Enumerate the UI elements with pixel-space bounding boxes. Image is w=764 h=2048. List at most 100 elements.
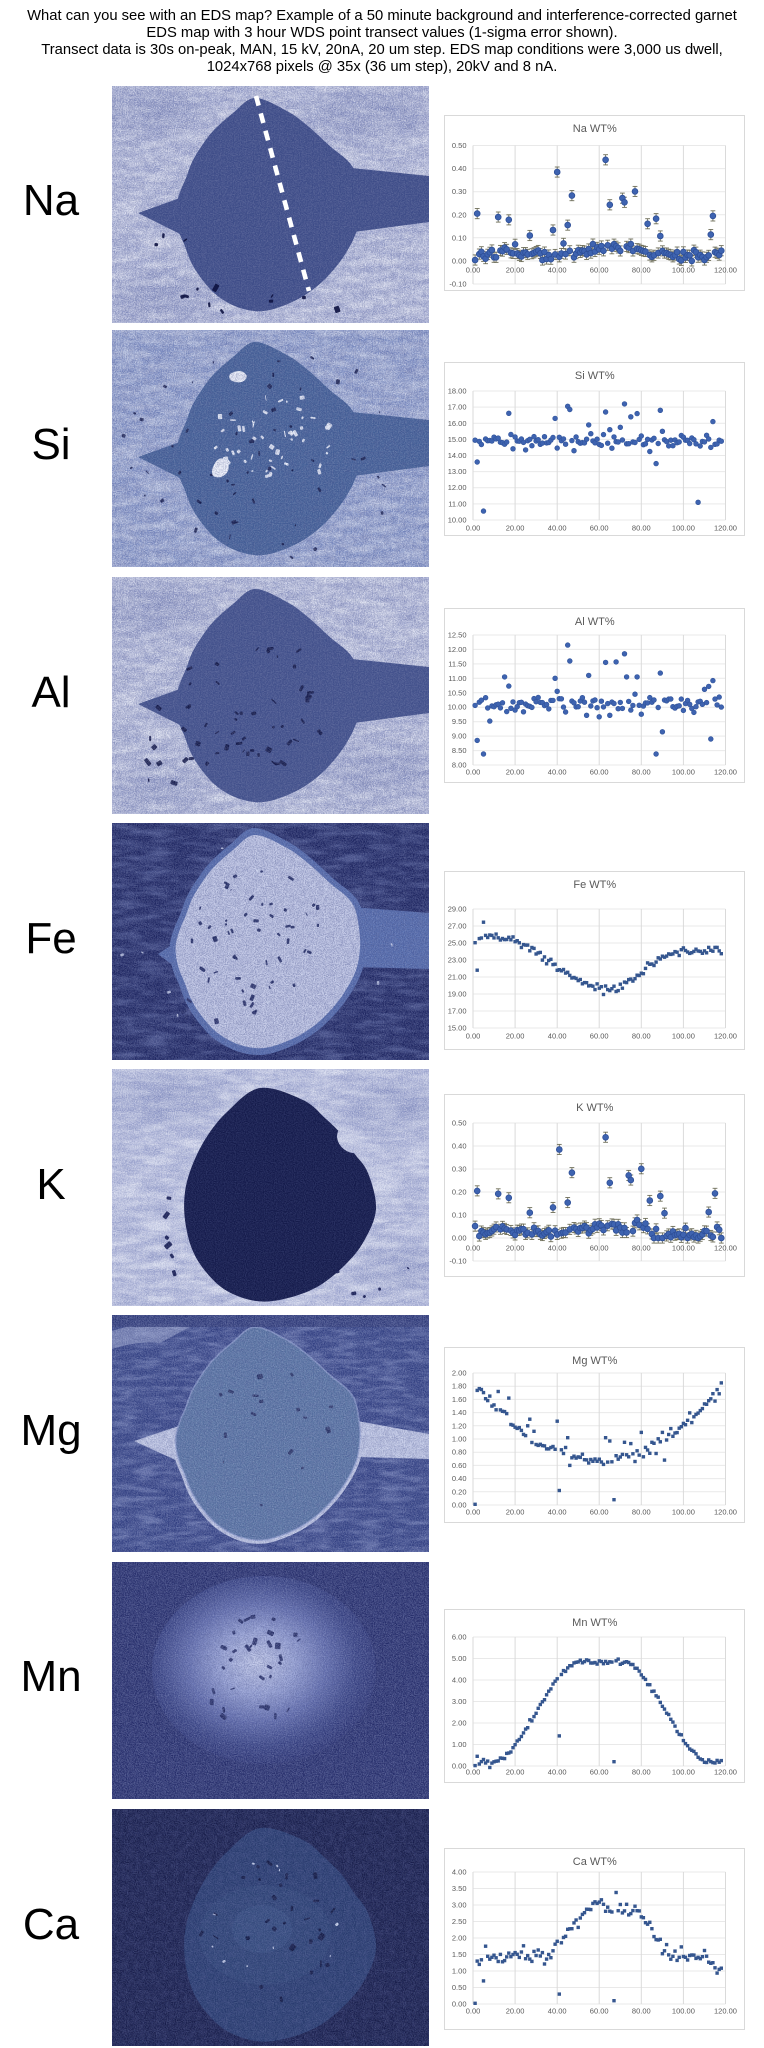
svg-text:0.10: 0.10 xyxy=(451,1211,466,1220)
svg-text:80.00: 80.00 xyxy=(631,1508,650,1517)
svg-text:1.40: 1.40 xyxy=(451,1408,466,1417)
svg-text:120.00: 120.00 xyxy=(714,1768,737,1777)
svg-text:20.00: 20.00 xyxy=(505,1768,524,1777)
svg-text:19.00: 19.00 xyxy=(447,990,466,999)
svg-text:12.00: 12.00 xyxy=(447,483,466,492)
svg-text:60.00: 60.00 xyxy=(589,768,608,777)
svg-text:23.00: 23.00 xyxy=(447,956,466,965)
svg-text:0.20: 0.20 xyxy=(451,1487,466,1496)
svg-text:0.00: 0.00 xyxy=(451,1234,466,1243)
svg-text:0.50: 0.50 xyxy=(451,141,466,150)
svg-text:11.00: 11.00 xyxy=(448,499,466,508)
svg-text:80.00: 80.00 xyxy=(631,768,650,777)
svg-text:80.00: 80.00 xyxy=(631,1768,650,1777)
svg-text:2.00: 2.00 xyxy=(451,1934,466,1943)
svg-text:20.00: 20.00 xyxy=(505,524,524,533)
svg-text:100.00: 100.00 xyxy=(671,768,694,777)
svg-text:0.20: 0.20 xyxy=(451,1188,466,1197)
svg-text:1.50: 1.50 xyxy=(451,1950,466,1959)
svg-text:0.40: 0.40 xyxy=(451,1142,466,1151)
svg-text:120.00: 120.00 xyxy=(714,266,737,275)
svg-text:1.00: 1.00 xyxy=(451,1435,466,1444)
svg-text:40.00: 40.00 xyxy=(547,524,566,533)
svg-text:Al WT%: Al WT% xyxy=(574,616,614,628)
svg-text:0.50: 0.50 xyxy=(451,1983,466,1992)
svg-text:1.80: 1.80 xyxy=(451,1382,466,1391)
svg-text:100.00: 100.00 xyxy=(671,1508,694,1517)
svg-text:1.00: 1.00 xyxy=(451,1740,466,1749)
svg-text:120.00: 120.00 xyxy=(714,2007,737,2016)
svg-text:2.00: 2.00 xyxy=(451,1369,466,1378)
svg-text:0.30: 0.30 xyxy=(451,187,466,196)
svg-text:8.50: 8.50 xyxy=(451,746,466,755)
svg-text:0.00: 0.00 xyxy=(465,1768,480,1777)
svg-text:3.00: 3.00 xyxy=(451,1697,466,1706)
svg-text:0.20: 0.20 xyxy=(451,210,466,219)
svg-text:16.00: 16.00 xyxy=(447,419,466,428)
svg-text:80.00: 80.00 xyxy=(631,1244,650,1253)
svg-text:40.00: 40.00 xyxy=(547,768,566,777)
svg-text:0.50: 0.50 xyxy=(451,1119,466,1128)
svg-text:15.00: 15.00 xyxy=(447,435,466,444)
svg-text:0.00: 0.00 xyxy=(451,256,466,265)
svg-text:0.40: 0.40 xyxy=(451,164,466,173)
svg-text:4.00: 4.00 xyxy=(451,1868,466,1877)
svg-text:12.50: 12.50 xyxy=(447,631,466,640)
svg-text:60.00: 60.00 xyxy=(589,524,608,533)
svg-text:Si WT%: Si WT% xyxy=(574,370,614,382)
svg-text:40.00: 40.00 xyxy=(547,1032,566,1041)
svg-text:K WT%: K WT% xyxy=(576,1102,613,1114)
svg-text:Mn WT%: Mn WT% xyxy=(572,1617,617,1629)
svg-text:0.00: 0.00 xyxy=(451,2000,466,2009)
svg-text:40.00: 40.00 xyxy=(547,2007,566,2016)
svg-text:8.00: 8.00 xyxy=(451,761,466,770)
svg-text:0.60: 0.60 xyxy=(451,1461,466,1470)
svg-text:60.00: 60.00 xyxy=(589,1032,608,1041)
svg-text:20.00: 20.00 xyxy=(505,768,524,777)
svg-text:2.50: 2.50 xyxy=(451,1917,466,1926)
svg-text:9.00: 9.00 xyxy=(451,732,466,741)
svg-text:60.00: 60.00 xyxy=(589,1508,608,1517)
svg-text:-0.10: -0.10 xyxy=(449,1257,466,1266)
svg-text:0.00: 0.00 xyxy=(465,524,480,533)
svg-text:15.00: 15.00 xyxy=(447,1024,466,1033)
svg-text:100.00: 100.00 xyxy=(671,1768,694,1777)
svg-text:25.00: 25.00 xyxy=(447,939,466,948)
svg-text:13.00: 13.00 xyxy=(447,467,466,476)
svg-text:0.10: 0.10 xyxy=(451,233,466,242)
svg-text:17.00: 17.00 xyxy=(447,403,466,412)
svg-text:Fe WT%: Fe WT% xyxy=(573,879,616,891)
svg-text:100.00: 100.00 xyxy=(671,1032,694,1041)
svg-text:Ca WT%: Ca WT% xyxy=(572,1856,616,1868)
svg-text:3.50: 3.50 xyxy=(451,1884,466,1893)
svg-text:0.00: 0.00 xyxy=(465,2007,480,2016)
svg-text:1.20: 1.20 xyxy=(451,1421,466,1430)
svg-text:0.30: 0.30 xyxy=(451,1165,466,1174)
svg-text:14.00: 14.00 xyxy=(447,451,466,460)
svg-text:60.00: 60.00 xyxy=(589,2007,608,2016)
svg-text:120.00: 120.00 xyxy=(714,1032,737,1041)
svg-text:4.00: 4.00 xyxy=(451,1676,466,1685)
svg-text:40.00: 40.00 xyxy=(547,1768,566,1777)
svg-text:100.00: 100.00 xyxy=(671,2007,694,2016)
svg-text:40.00: 40.00 xyxy=(547,1244,566,1253)
svg-text:0.40: 0.40 xyxy=(451,1474,466,1483)
svg-text:Na WT%: Na WT% xyxy=(572,123,616,135)
svg-text:0.80: 0.80 xyxy=(451,1448,466,1457)
svg-text:1.00: 1.00 xyxy=(451,1967,466,1976)
svg-text:17.00: 17.00 xyxy=(447,1007,466,1016)
svg-text:5.00: 5.00 xyxy=(451,1654,466,1663)
svg-text:40.00: 40.00 xyxy=(547,266,566,275)
svg-text:20.00: 20.00 xyxy=(505,2007,524,2016)
svg-text:120.00: 120.00 xyxy=(714,1508,737,1517)
svg-text:3.00: 3.00 xyxy=(451,1901,466,1910)
svg-text:40.00: 40.00 xyxy=(547,1508,566,1517)
svg-text:100.00: 100.00 xyxy=(671,266,694,275)
svg-text:12.00: 12.00 xyxy=(447,645,466,654)
svg-text:60.00: 60.00 xyxy=(589,266,608,275)
svg-text:20.00: 20.00 xyxy=(505,266,524,275)
svg-text:100.00: 100.00 xyxy=(671,1244,694,1253)
svg-text:20.00: 20.00 xyxy=(505,1032,524,1041)
svg-text:0.00: 0.00 xyxy=(465,1244,480,1253)
svg-text:18.00: 18.00 xyxy=(447,387,466,396)
